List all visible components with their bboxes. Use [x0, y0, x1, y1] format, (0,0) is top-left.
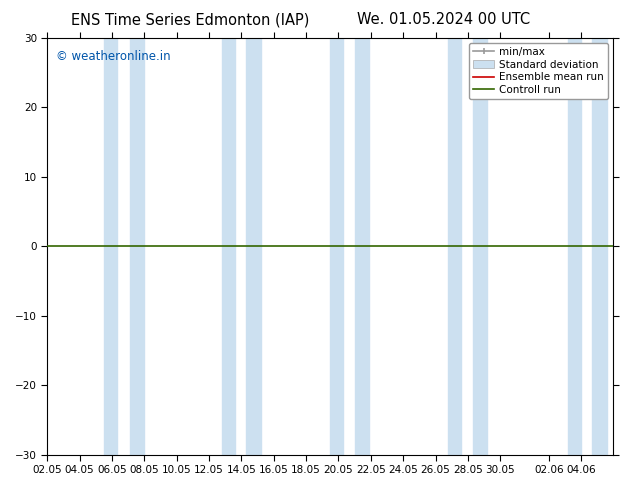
Text: ENS Time Series Edmonton (IAP): ENS Time Series Edmonton (IAP) — [71, 12, 309, 27]
Bar — [448, 38, 462, 455]
Bar — [246, 38, 261, 455]
Bar — [330, 38, 343, 455]
Legend: min/max, Standard deviation, Ensemble mean run, Controll run: min/max, Standard deviation, Ensemble me… — [469, 43, 608, 99]
Bar — [354, 38, 369, 455]
Bar — [568, 38, 581, 455]
Bar — [592, 38, 607, 455]
Bar — [473, 38, 488, 455]
Bar — [222, 38, 235, 455]
Bar — [130, 38, 145, 455]
Text: We. 01.05.2024 00 UTC: We. 01.05.2024 00 UTC — [357, 12, 531, 27]
Bar — [104, 38, 117, 455]
Text: © weatheronline.in: © weatheronline.in — [56, 50, 171, 63]
